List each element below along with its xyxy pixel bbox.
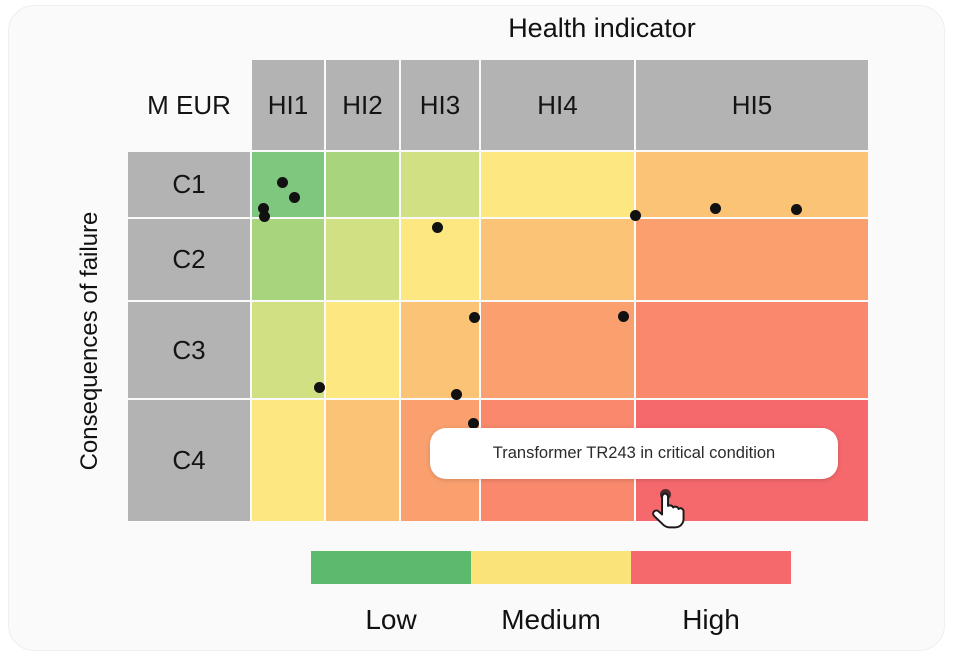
data-point[interactable]: [790, 203, 802, 215]
column-header-HI5: HI5: [636, 60, 868, 150]
data-point[interactable]: [431, 221, 443, 233]
data-point[interactable]: [629, 209, 641, 221]
legend-segment-high: [631, 551, 791, 584]
matrix-cell-C3-HI5[interactable]: [636, 302, 868, 398]
matrix-cell-C2-HI5[interactable]: [636, 219, 868, 300]
data-point[interactable]: [468, 311, 480, 323]
legend-segment-medium: [471, 551, 631, 584]
matrix-cell-C3-HI1[interactable]: [252, 302, 324, 398]
row-header-C4: C4: [128, 400, 250, 521]
corner-label: M EUR: [147, 89, 231, 120]
legend-label-low: Low: [365, 604, 417, 635]
row-header-C3: C3: [128, 302, 250, 398]
legend-segment-low: [311, 551, 471, 584]
data-point[interactable]: [617, 310, 629, 322]
legend-labels: Low Medium High: [311, 604, 791, 636]
matrix-cell-C4-HI1[interactable]: [252, 400, 324, 521]
matrix-cell-C3-HI2[interactable]: [326, 302, 399, 398]
chart-title: Health indicator: [508, 13, 696, 43]
data-point[interactable]: [450, 388, 462, 400]
matrix-cell-C1-HI5[interactable]: [636, 152, 868, 217]
matrix-cell-C4-HI2[interactable]: [326, 400, 399, 521]
matrix-cell-C1-HI4[interactable]: [481, 152, 634, 217]
data-point[interactable]: [709, 202, 721, 214]
tooltip: Transformer TR243 in critical condition: [430, 428, 838, 479]
matrix-cell-C2-HI1[interactable]: [252, 219, 324, 300]
matrix-cell-C2-HI4[interactable]: [481, 219, 634, 300]
matrix-cell-C1-HI3[interactable]: [401, 152, 479, 217]
legend-label-medium: Medium: [501, 604, 601, 635]
row-header-C2: C2: [128, 219, 250, 300]
matrix-cell-C2-HI2[interactable]: [326, 219, 399, 300]
data-point[interactable]: [276, 176, 288, 188]
column-header-HI1: HI1: [252, 60, 324, 150]
legend-bar: [311, 551, 791, 584]
column-header-HI3: HI3: [401, 60, 479, 150]
matrix-cell-C3-HI4[interactable]: [481, 302, 634, 398]
data-point[interactable]: [467, 417, 479, 429]
hand-pointer-cursor-icon: [652, 492, 685, 529]
column-header-HI2: HI2: [326, 60, 399, 150]
data-point[interactable]: [288, 191, 300, 203]
matrix-cell-C2-HI3[interactable]: [401, 219, 479, 300]
column-header-HI4: HI4: [481, 60, 634, 150]
row-header-C1: C1: [128, 152, 250, 217]
matrix-cell-C3-HI3[interactable]: [401, 302, 479, 398]
tooltip-text: Transformer TR243 in critical condition: [492, 444, 776, 462]
legend-label-high: High: [682, 604, 740, 635]
risk-matrix-grid: M EUR HI1 HI2 HI3 HI4 HI5 C1 C2 C3 C4: [128, 60, 868, 521]
matrix-cell-C1-HI2[interactable]: [326, 152, 399, 217]
data-point[interactable]: [313, 381, 325, 393]
data-point[interactable]: [258, 210, 270, 222]
data-point[interactable]: [257, 202, 269, 214]
y-axis-label: Consequences of failure: [76, 211, 103, 471]
